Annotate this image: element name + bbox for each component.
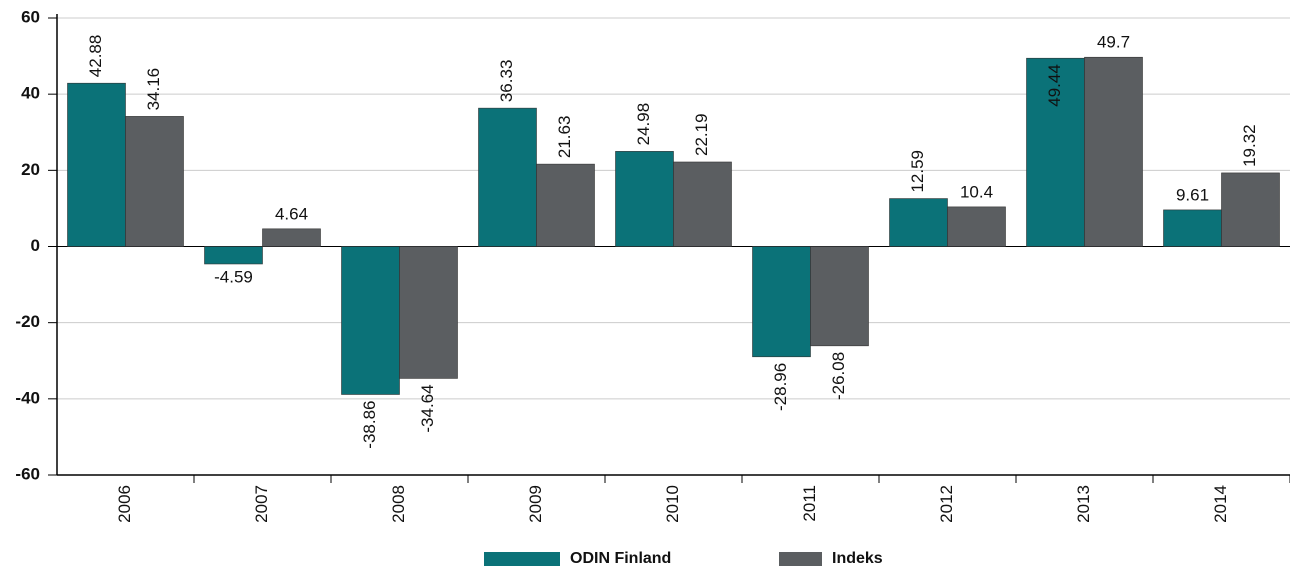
data-label: 36.33 bbox=[497, 60, 516, 103]
bar bbox=[478, 107, 537, 247]
y-tick-label: 0 bbox=[31, 236, 40, 255]
data-label: 49.44 bbox=[1045, 64, 1064, 107]
bar bbox=[262, 228, 321, 247]
x-tick-label: 2013 bbox=[1074, 485, 1093, 523]
x-tick-label: 2007 bbox=[252, 485, 271, 523]
x-tick-label: 2006 bbox=[115, 485, 134, 523]
bar bbox=[399, 246, 458, 379]
bar bbox=[1221, 172, 1280, 247]
bar bbox=[67, 82, 126, 247]
bar bbox=[889, 198, 948, 247]
data-label: 12.59 bbox=[908, 150, 927, 193]
y-tick-label: -20 bbox=[15, 312, 40, 331]
x-tick-label: 2011 bbox=[800, 485, 819, 522]
bar bbox=[810, 246, 869, 347]
data-label: -26.08 bbox=[829, 352, 848, 400]
legend-label: Indeks bbox=[832, 550, 883, 566]
bar bbox=[615, 151, 674, 247]
x-tick-label: 2010 bbox=[663, 485, 682, 523]
data-label: -38.86 bbox=[360, 400, 379, 448]
data-label: 42.88 bbox=[86, 35, 105, 78]
bar bbox=[947, 206, 1006, 247]
y-tick-label: -60 bbox=[15, 464, 40, 483]
bar bbox=[1163, 209, 1222, 247]
data-label: 34.16 bbox=[144, 68, 163, 111]
legend-swatch bbox=[484, 552, 560, 566]
x-tick-label: 2012 bbox=[937, 485, 956, 523]
data-label: -4.59 bbox=[214, 267, 253, 286]
data-label: 21.63 bbox=[555, 116, 574, 159]
data-label: -34.64 bbox=[418, 384, 437, 432]
bar bbox=[1026, 57, 1085, 247]
data-label: -28.96 bbox=[771, 363, 790, 411]
data-label: 22.19 bbox=[692, 113, 711, 156]
y-tick-label: -40 bbox=[15, 388, 40, 407]
data-label: 49.7 bbox=[1097, 33, 1130, 52]
data-label: 10.4 bbox=[960, 182, 993, 201]
y-tick-label: 60 bbox=[21, 7, 40, 26]
bar bbox=[536, 163, 595, 247]
x-tick-label: 2014 bbox=[1211, 485, 1230, 523]
data-label: 24.98 bbox=[634, 103, 653, 146]
bar bbox=[204, 246, 263, 265]
bar bbox=[341, 246, 400, 395]
y-tick-label: 40 bbox=[21, 84, 40, 103]
legend-label: ODIN Finland bbox=[570, 550, 671, 566]
data-label: 9.61 bbox=[1176, 185, 1209, 204]
data-label: 19.32 bbox=[1240, 124, 1259, 167]
x-tick-label: 2009 bbox=[526, 485, 545, 523]
bar bbox=[1084, 56, 1143, 247]
legend: ODIN Finland Indeks bbox=[484, 550, 883, 566]
bar bbox=[752, 246, 811, 358]
legend-swatch bbox=[779, 552, 822, 566]
x-tick-label: 2008 bbox=[389, 485, 408, 523]
bar bbox=[125, 116, 184, 247]
y-tick-label: 20 bbox=[21, 160, 40, 179]
bar bbox=[673, 161, 732, 247]
data-label: 4.64 bbox=[275, 204, 308, 223]
